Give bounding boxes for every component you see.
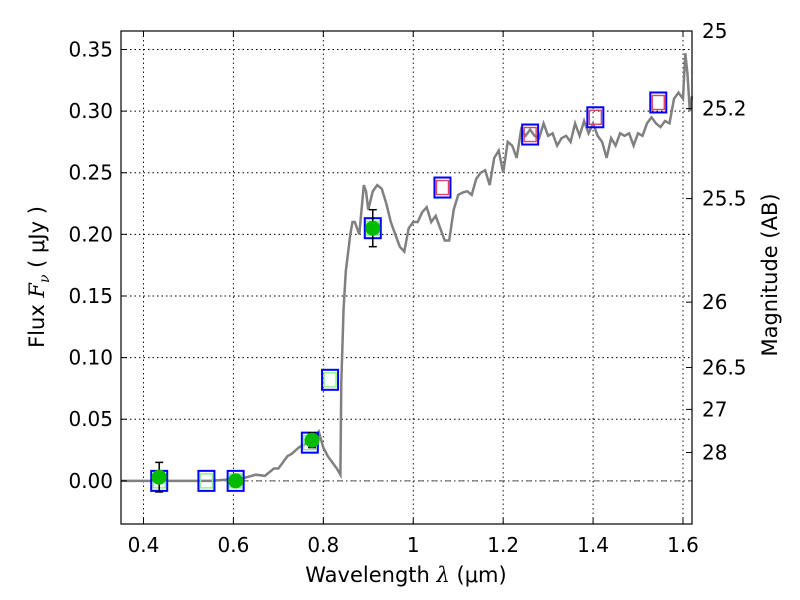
model-flux-marker-inner [588, 109, 603, 125]
x-axis-label: Wavelength λ (μm) [305, 563, 506, 587]
observed-flux-point [228, 473, 244, 489]
model-band-markers [150, 91, 668, 492]
x-tick-label: 1.2 [487, 533, 519, 557]
model-flux-marker [649, 91, 668, 114]
x-tick-label: 1.4 [577, 533, 609, 557]
x-tick-label: 0.4 [128, 533, 160, 557]
x-axis-ticks: 0.4 0.6 0.8 1 1.2 1.4 1.6 [128, 31, 699, 557]
model-spectrum-line [121, 53, 694, 483]
y-axis-ticks: 0.00 0.05 0.10 0.15 0.20 0.25 0.30 0.35 [68, 37, 127, 493]
y-label-prefix: Flux [25, 298, 49, 348]
y-axis-label: Flux Fν ( μJy ) [25, 206, 53, 348]
model-flux-marker-inner [323, 372, 337, 388]
x-tick-label: 0.6 [217, 533, 249, 557]
observed-photometry-points [151, 208, 381, 493]
observed-flux-point [151, 469, 167, 485]
right-tick-label: 27 [702, 397, 727, 421]
x-tick-label: 1 [407, 533, 420, 557]
model-flux-marker [226, 469, 245, 492]
right-axis-ticks: 25 25.2 25.5 26 26.5 27 28 [686, 19, 747, 465]
y-tick-label: 0.15 [68, 284, 113, 308]
y-label-unit: ( μJy ) [25, 206, 49, 274]
y-label-symbol: F [25, 282, 49, 299]
y-tick-label: 0.25 [68, 161, 113, 185]
model-flux-marker [433, 176, 452, 199]
plot-area-frame [120, 30, 693, 525]
right-tick-label: 25.5 [702, 187, 747, 211]
right-tick-label: 25.2 [702, 97, 747, 121]
y-tick-label: 0.35 [68, 37, 113, 61]
observed-flux-point [365, 220, 381, 236]
model-flux-marker-inner [651, 94, 665, 111]
observed-flux-point [304, 432, 320, 448]
y-tick-label: 0.10 [68, 346, 113, 370]
y-tick-label: 0.30 [68, 99, 113, 123]
y-tick-label: 0.00 [68, 469, 113, 493]
x-label-symbol: λ [436, 563, 450, 587]
x-label-unit: (μm) [450, 563, 507, 587]
y-tick-label: 0.20 [68, 222, 113, 246]
model-flux-marker [197, 469, 216, 492]
model-flux-marker [586, 106, 605, 129]
y-label-subscript: ν [37, 274, 53, 283]
right-tick-label: 25 [702, 19, 727, 43]
grid-lines [121, 31, 692, 524]
right-tick-label: 26.5 [702, 355, 747, 379]
model-flux-marker [521, 123, 540, 146]
y-tick-label: 0.05 [68, 407, 113, 431]
model-flux-marker-inner [199, 473, 214, 489]
model-flux-marker [321, 368, 340, 391]
model-flux-marker-inner [523, 126, 537, 143]
right-tick-label: 28 [702, 441, 727, 465]
right-tick-label: 26 [702, 290, 727, 314]
x-tick-label: 1.6 [667, 533, 699, 557]
x-tick-label: 0.8 [307, 533, 339, 557]
right-axis-label: Magnitude (AB) [758, 193, 782, 356]
x-label-prefix: Wavelength [305, 563, 436, 587]
model-flux-marker-inner [435, 179, 450, 196]
